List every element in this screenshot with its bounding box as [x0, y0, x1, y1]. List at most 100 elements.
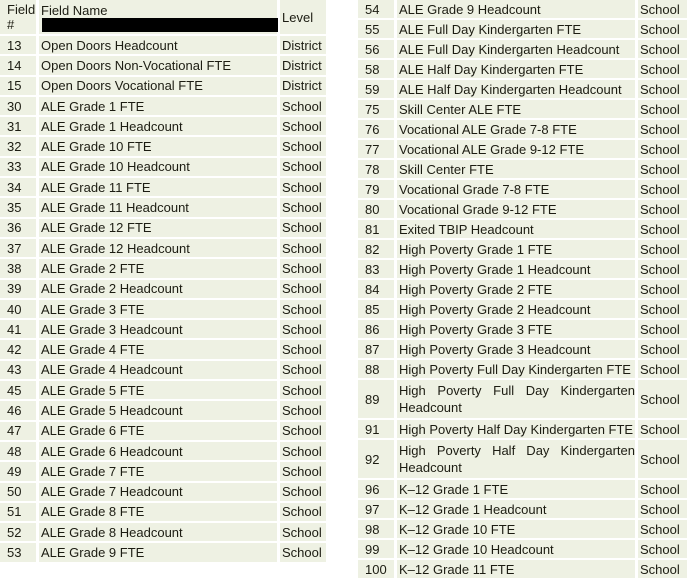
field-number-cell[interactable]: 13 — [0, 36, 36, 55]
level-cell[interactable]: School — [280, 96, 326, 116]
field-number-cell[interactable]: 45 — [0, 381, 36, 400]
field-number-cell[interactable]: 47 — [0, 421, 36, 440]
field-name-cell[interactable]: ALE Grade 1 Headcount — [39, 117, 277, 136]
field-number-cell[interactable]: 43 — [0, 360, 36, 380]
level-cell[interactable]: School — [638, 380, 687, 418]
field-number-cell[interactable]: 39 — [0, 279, 36, 298]
field-name-cell[interactable]: High Poverty Grade 1 Headcount — [397, 260, 635, 278]
field-name-cell[interactable]: High Poverty Grade 3 Headcount — [397, 340, 635, 358]
field-number-cell[interactable]: 81 — [358, 220, 394, 238]
field-number-cell[interactable]: 83 — [358, 260, 394, 278]
level-cell[interactable]: School — [280, 157, 326, 177]
field-name-cell[interactable]: K–12 Grade 10 FTE — [397, 520, 635, 538]
level-cell[interactable]: School — [638, 340, 687, 358]
level-cell[interactable]: School — [280, 381, 326, 400]
field-number-cell[interactable]: 34 — [0, 178, 36, 197]
field-number-cell[interactable]: 49 — [0, 462, 36, 481]
level-cell[interactable]: School — [638, 0, 687, 18]
field-name-cell[interactable]: ALE Grade 5 Headcount — [39, 401, 277, 420]
field-number-cell[interactable]: 88 — [358, 360, 394, 378]
field-number-cell[interactable]: 40 — [0, 299, 36, 319]
field-number-cell[interactable]: 77 — [358, 140, 394, 158]
field-name-cell[interactable]: Exited TBIP Headcount — [397, 220, 635, 238]
level-cell[interactable]: School — [638, 200, 687, 218]
field-name-cell[interactable]: K–12 Grade 1 FTE — [397, 480, 635, 498]
level-cell[interactable]: School — [638, 560, 687, 578]
field-number-cell[interactable]: 92 — [358, 440, 394, 478]
field-number-cell[interactable]: 82 — [358, 240, 394, 258]
level-cell[interactable]: School — [638, 320, 687, 338]
field-name-cell[interactable]: High Poverty Full Day Kindergarten Headc… — [397, 380, 635, 418]
level-cell[interactable]: School — [638, 80, 687, 98]
field-name-cell[interactable]: ALE Grade 2 Headcount — [39, 279, 277, 298]
field-name-cell[interactable]: Open Doors Non-Vocational FTE — [39, 56, 277, 75]
level-cell[interactable]: District — [280, 56, 326, 75]
level-cell[interactable]: School — [638, 140, 687, 158]
level-cell[interactable]: School — [280, 178, 326, 197]
level-cell[interactable]: School — [280, 238, 326, 258]
level-cell[interactable]: School — [638, 500, 687, 518]
level-cell[interactable]: School — [638, 220, 687, 238]
level-cell[interactable]: School — [280, 482, 326, 501]
header-field-number-cell[interactable]: Field # — [0, 0, 36, 34]
field-name-cell[interactable]: Vocational ALE Grade 9-12 FTE — [397, 140, 635, 158]
field-number-cell[interactable]: 37 — [0, 238, 36, 258]
field-name-cell[interactable]: ALE Grade 7 Headcount — [39, 482, 277, 501]
field-number-cell[interactable]: 78 — [358, 160, 394, 178]
field-number-cell[interactable]: 91 — [358, 420, 394, 438]
field-number-cell[interactable]: 55 — [358, 20, 394, 38]
level-cell[interactable]: School — [638, 20, 687, 38]
field-name-cell[interactable]: High Poverty Grade 2 FTE — [397, 280, 635, 298]
field-name-cell[interactable]: Vocational ALE Grade 7-8 FTE — [397, 120, 635, 138]
field-name-cell[interactable]: Vocational Grade 9-12 FTE — [397, 200, 635, 218]
level-cell[interactable]: School — [638, 160, 687, 178]
field-name-cell[interactable]: ALE Grade 4 Headcount — [39, 360, 277, 380]
field-name-cell[interactable]: ALE Grade 5 FTE — [39, 381, 277, 400]
field-number-cell[interactable]: 100 — [358, 560, 394, 578]
field-number-cell[interactable]: 15 — [0, 76, 36, 95]
field-number-cell[interactable]: 36 — [0, 218, 36, 237]
field-number-cell[interactable]: 51 — [0, 502, 36, 522]
field-name-cell[interactable]: ALE Grade 9 Headcount — [397, 0, 635, 18]
field-name-cell[interactable]: ALE Grade 6 Headcount — [39, 441, 277, 461]
level-cell[interactable]: School — [638, 120, 687, 138]
field-name-cell[interactable]: ALE Grade 7 FTE — [39, 462, 277, 481]
field-name-cell[interactable]: ALE Full Day Kindergarten FTE — [397, 20, 635, 38]
field-name-cell[interactable]: ALE Grade 11 Headcount — [39, 198, 277, 217]
field-number-cell[interactable]: 96 — [358, 480, 394, 498]
field-name-cell[interactable]: ALE Grade 12 FTE — [39, 218, 277, 237]
level-cell[interactable]: School — [280, 279, 326, 298]
field-name-cell[interactable]: ALE Grade 12 Headcount — [39, 238, 277, 258]
field-number-cell[interactable]: 79 — [358, 180, 394, 198]
field-name-cell[interactable]: ALE Grade 10 Headcount — [39, 157, 277, 177]
level-cell[interactable]: School — [280, 360, 326, 380]
field-name-cell[interactable]: ALE Grade 3 FTE — [39, 299, 277, 319]
field-number-cell[interactable]: 84 — [358, 280, 394, 298]
level-cell[interactable]: School — [280, 259, 326, 278]
field-name-cell[interactable]: Skill Center ALE FTE — [397, 100, 635, 118]
field-number-cell[interactable]: 58 — [358, 60, 394, 78]
field-number-cell[interactable]: 89 — [358, 380, 394, 418]
field-number-cell[interactable]: 50 — [0, 482, 36, 501]
field-number-cell[interactable]: 80 — [358, 200, 394, 218]
field-number-cell[interactable]: 85 — [358, 300, 394, 318]
field-name-cell[interactable]: ALE Grade 1 FTE — [39, 96, 277, 116]
field-name-cell[interactable]: K–12 Grade 1 Headcount — [397, 500, 635, 518]
field-number-cell[interactable]: 86 — [358, 320, 394, 338]
field-number-cell[interactable]: 98 — [358, 520, 394, 538]
field-name-cell[interactable]: ALE Grade 2 FTE — [39, 259, 277, 278]
field-number-cell[interactable]: 38 — [0, 259, 36, 278]
level-cell[interactable]: District — [280, 76, 326, 95]
field-number-cell[interactable]: 99 — [358, 540, 394, 558]
level-cell[interactable]: School — [280, 543, 326, 562]
level-cell[interactable]: School — [638, 180, 687, 198]
field-name-cell[interactable]: Open Doors Headcount — [39, 36, 277, 55]
header-level-cell[interactable]: Level — [280, 0, 326, 34]
field-name-cell[interactable]: ALE Grade 3 Headcount — [39, 320, 277, 339]
level-cell[interactable]: School — [280, 299, 326, 319]
level-cell[interactable]: School — [638, 540, 687, 558]
level-cell[interactable]: School — [280, 117, 326, 136]
level-cell[interactable]: School — [280, 218, 326, 237]
level-cell[interactable]: School — [638, 360, 687, 378]
field-name-cell[interactable]: High Poverty Half Day Kindergarten FTE — [397, 420, 635, 438]
